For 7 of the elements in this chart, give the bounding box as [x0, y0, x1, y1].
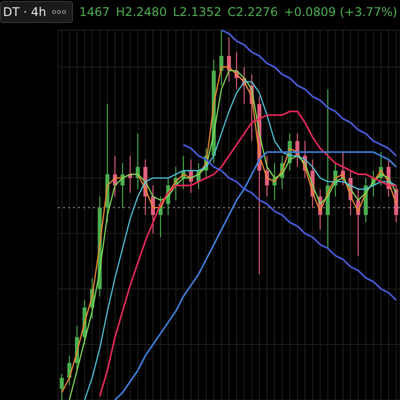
- text: 1467: [79, 5, 110, 19]
- text: C2.2276: [228, 5, 278, 19]
- text: L2.1352: [172, 5, 222, 19]
- candlestick: [60, 374, 64, 400]
- text: +0.0809 (+3.77%): [284, 5, 398, 19]
- chart-title: DT · 4h: [3, 5, 46, 19]
- text: H2.2480: [116, 5, 167, 19]
